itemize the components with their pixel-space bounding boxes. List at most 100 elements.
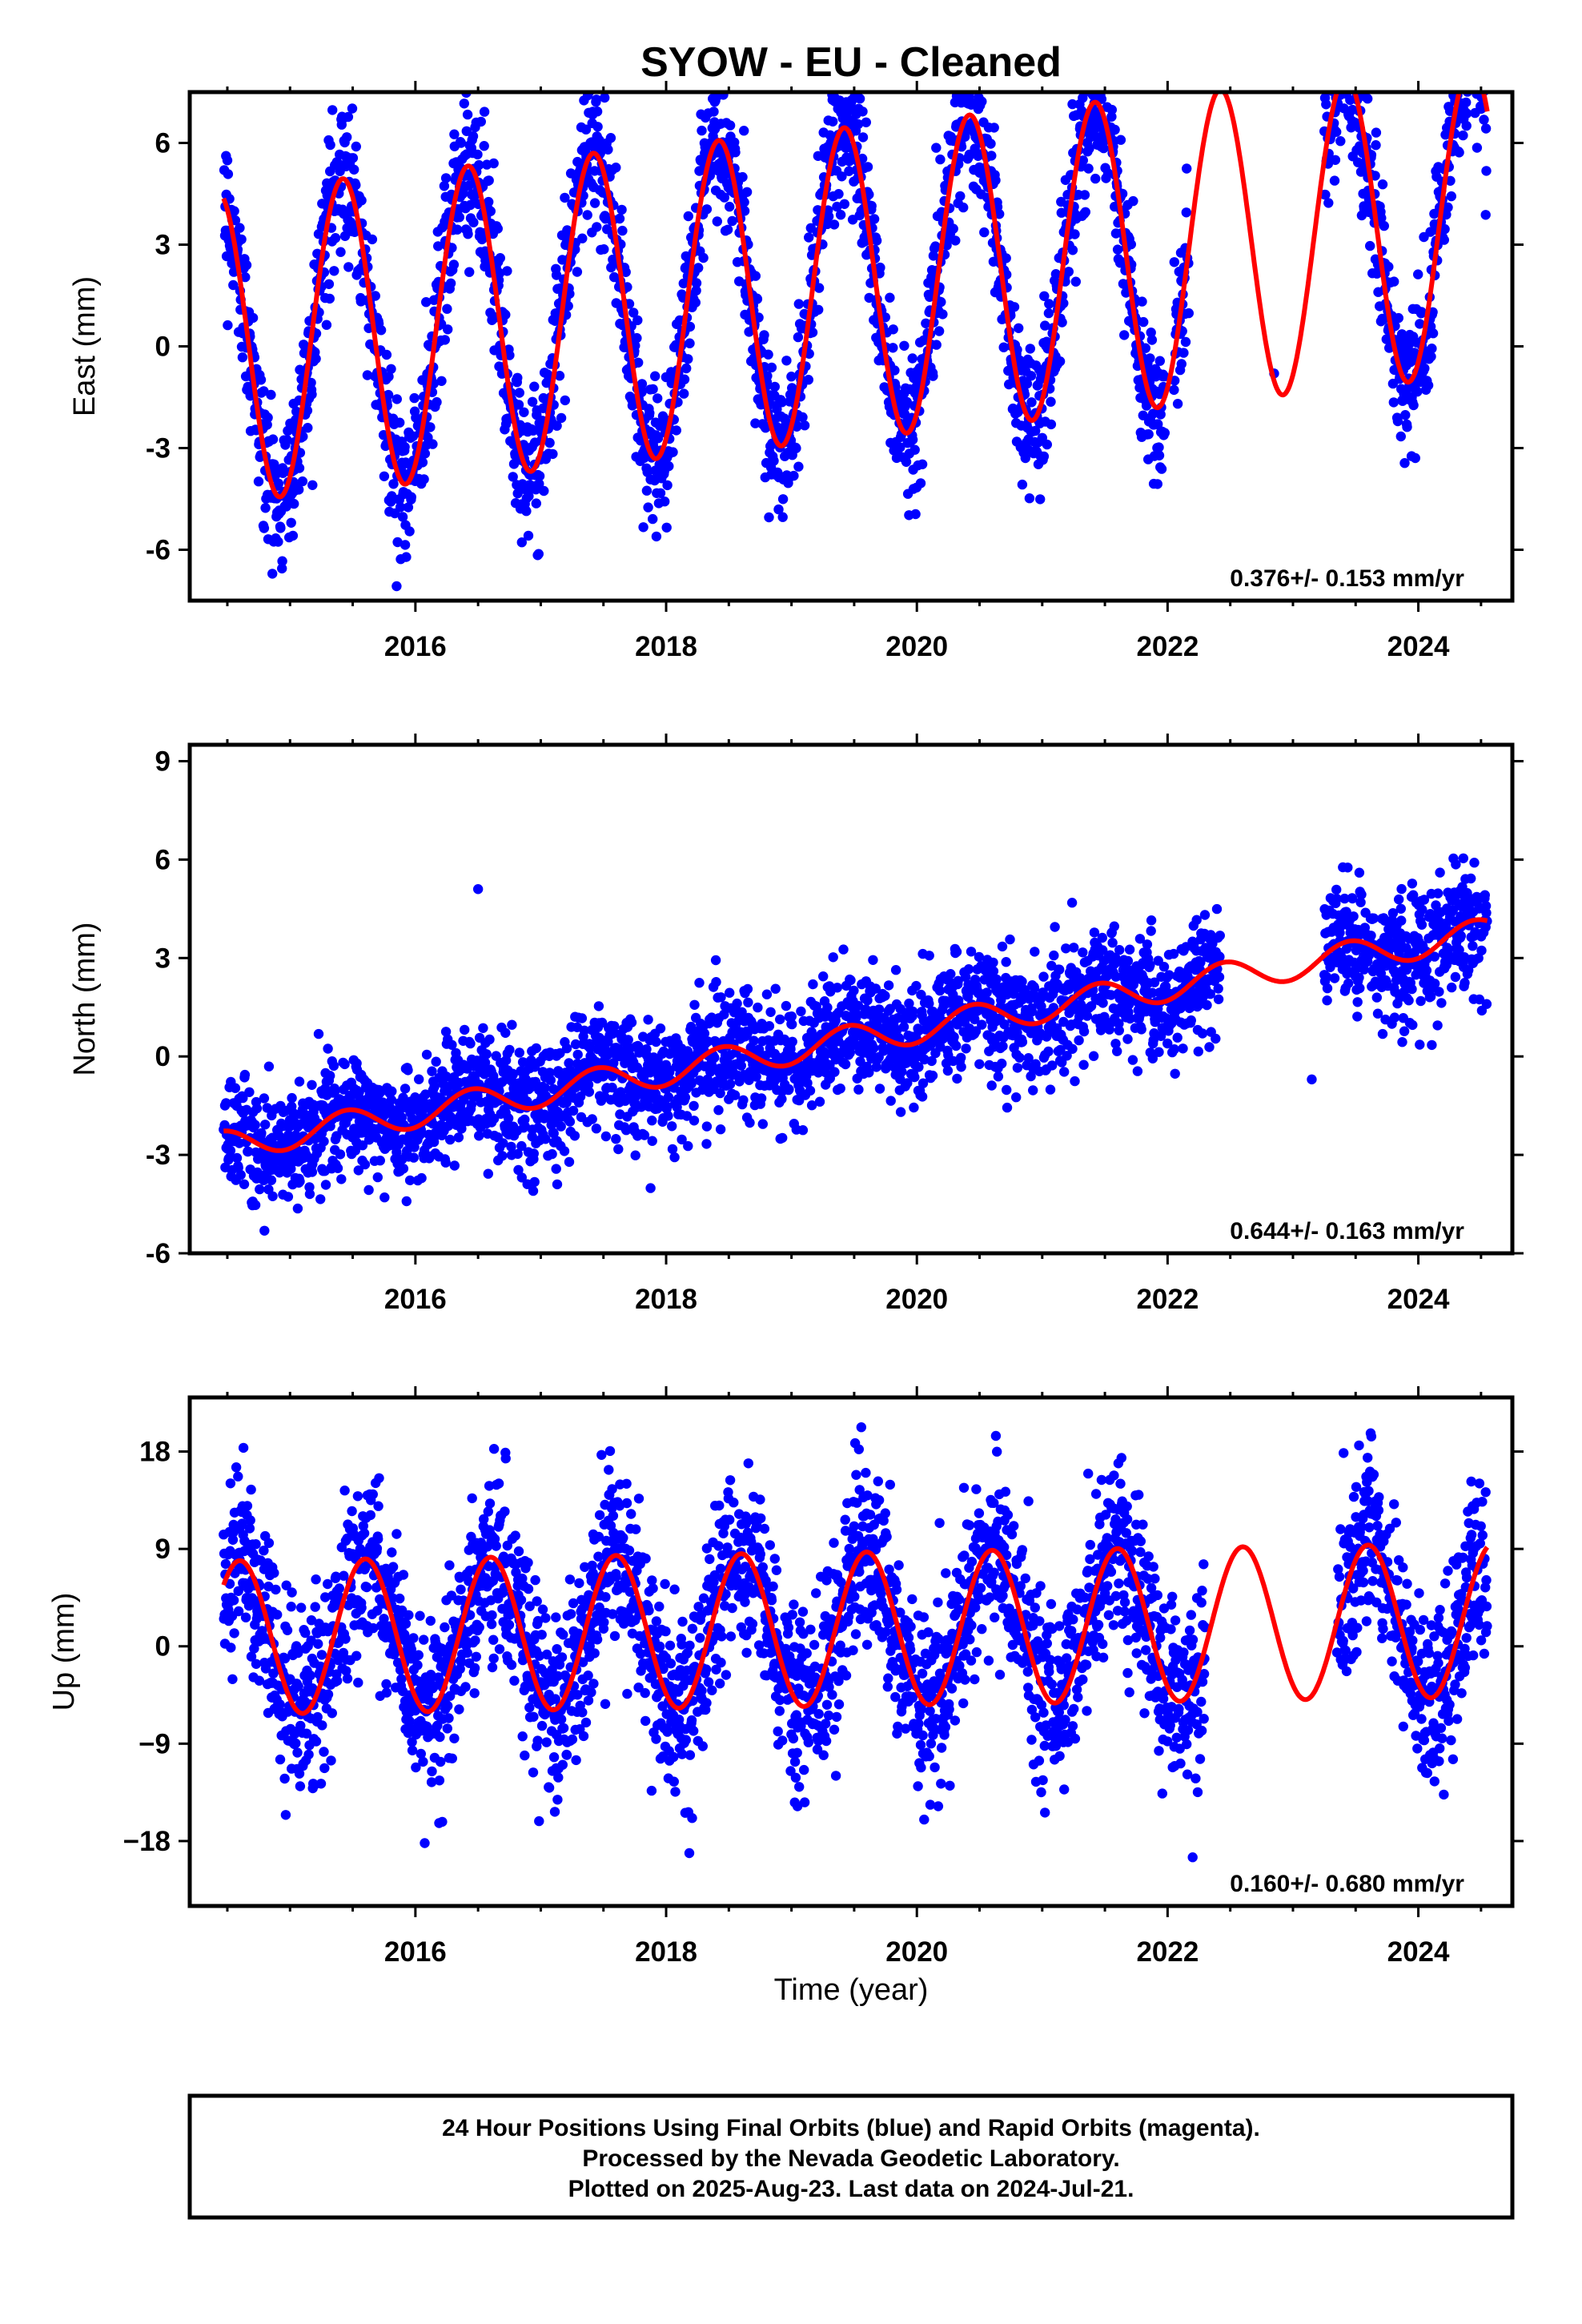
north-data-point	[238, 1092, 248, 1104]
north-data-point	[283, 1192, 294, 1202]
north-data-point	[963, 964, 974, 975]
east-data-point	[730, 147, 741, 158]
north-data-point	[225, 1145, 236, 1156]
east-data-point	[356, 195, 367, 206]
north-data-point	[787, 1019, 797, 1030]
east-ytick-label: 0	[155, 332, 171, 363]
east-data-point	[950, 235, 961, 246]
north-data-point	[315, 1194, 326, 1204]
north-data-point	[897, 1067, 907, 1077]
north-data-point	[287, 1092, 297, 1104]
east-data-point	[1479, 34, 1488, 44]
east-data-point	[664, 460, 674, 472]
east-data-point	[462, 109, 473, 120]
north-data-point	[890, 965, 901, 975]
east-data-point	[1098, 61, 1107, 70]
north-data-point	[292, 1203, 303, 1214]
north-data-point	[686, 1079, 697, 1089]
east-data-point	[668, 447, 678, 457]
east-data-point	[1146, 328, 1156, 338]
north-data-point	[817, 971, 829, 982]
east-data-point	[1095, 46, 1105, 56]
north-data-point	[239, 1069, 251, 1080]
east-data-point	[1389, 276, 1399, 287]
east-data-point	[1110, 124, 1120, 135]
north-data-point	[596, 1017, 608, 1028]
east-data-point	[1330, 155, 1341, 165]
north-data-point	[988, 957, 998, 968]
east-data-point	[1357, 74, 1367, 84]
north-data-point	[427, 1066, 437, 1076]
east-data-point	[1346, 42, 1355, 51]
east-data-point	[1476, 103, 1487, 115]
north-data-point	[949, 1031, 959, 1043]
east-data-point	[1323, 198, 1334, 208]
north-data-point	[286, 1164, 296, 1174]
north-data-point	[260, 1120, 271, 1130]
north-data-point	[529, 1176, 540, 1188]
north-data-point	[713, 1105, 724, 1116]
north-data-point	[999, 1019, 1010, 1030]
east-data-point	[1443, 202, 1453, 213]
east-data-point	[1138, 316, 1149, 328]
north-data-point	[974, 1059, 985, 1070]
north-data-point	[952, 1073, 962, 1084]
east-data-point	[638, 522, 648, 533]
east-data-point	[406, 492, 416, 502]
east-data-point	[1412, 386, 1423, 397]
east-data-point	[1137, 296, 1147, 307]
east-data-point	[367, 234, 378, 245]
north-data-point	[231, 1152, 243, 1164]
east-data-point	[1054, 356, 1066, 367]
north-data-point	[400, 1084, 411, 1094]
east-data-point	[1106, 104, 1118, 115]
east-data-point	[769, 456, 779, 466]
east-data-point	[395, 502, 406, 513]
north-data-point	[749, 1035, 759, 1046]
north-data-point	[669, 1152, 680, 1163]
east-data-point	[1026, 371, 1037, 381]
north-data-point	[488, 1075, 499, 1085]
east-data-point	[1329, 74, 1339, 84]
north-data-point	[488, 1113, 500, 1124]
north-data-point	[777, 1132, 788, 1144]
east-data-point	[560, 395, 570, 406]
north-data-point	[715, 1124, 726, 1135]
east-data-point	[899, 340, 909, 351]
east-data-point	[1178, 348, 1189, 358]
north-data-point	[396, 1112, 407, 1123]
east-data-point	[1482, 60, 1492, 70]
east-data-point	[1043, 308, 1054, 319]
east-data-point	[421, 297, 432, 308]
north-data-point	[440, 1027, 452, 1037]
east-data-point	[739, 126, 749, 136]
east-data-point	[1351, 71, 1360, 81]
north-data-point	[765, 1007, 776, 1018]
east-data-point	[1335, 62, 1344, 71]
north-data-point	[508, 1069, 518, 1080]
east-data-point	[759, 330, 769, 340]
north-data-point	[862, 995, 873, 1006]
north-data-point	[662, 1101, 673, 1112]
east-data-point	[1088, 74, 1098, 83]
east-data-point	[650, 371, 661, 381]
north-data-point	[993, 1072, 1004, 1082]
north-data-point	[927, 1070, 938, 1081]
east-data-point	[921, 318, 931, 328]
east-data-point	[1415, 319, 1425, 329]
east-data-point	[636, 379, 648, 389]
north-data-point	[459, 1095, 469, 1105]
north-data-point	[304, 1188, 315, 1200]
east-data-point	[311, 353, 321, 364]
east-data-point	[1078, 155, 1089, 166]
north-data-point	[335, 1149, 346, 1160]
east-data-point	[548, 448, 558, 460]
east-data-point	[325, 139, 335, 151]
east-data-point	[417, 457, 428, 468]
east-data-point	[854, 94, 865, 104]
east-data-point	[1146, 335, 1158, 345]
east-data-point	[392, 537, 403, 548]
east-data-point	[516, 537, 527, 548]
